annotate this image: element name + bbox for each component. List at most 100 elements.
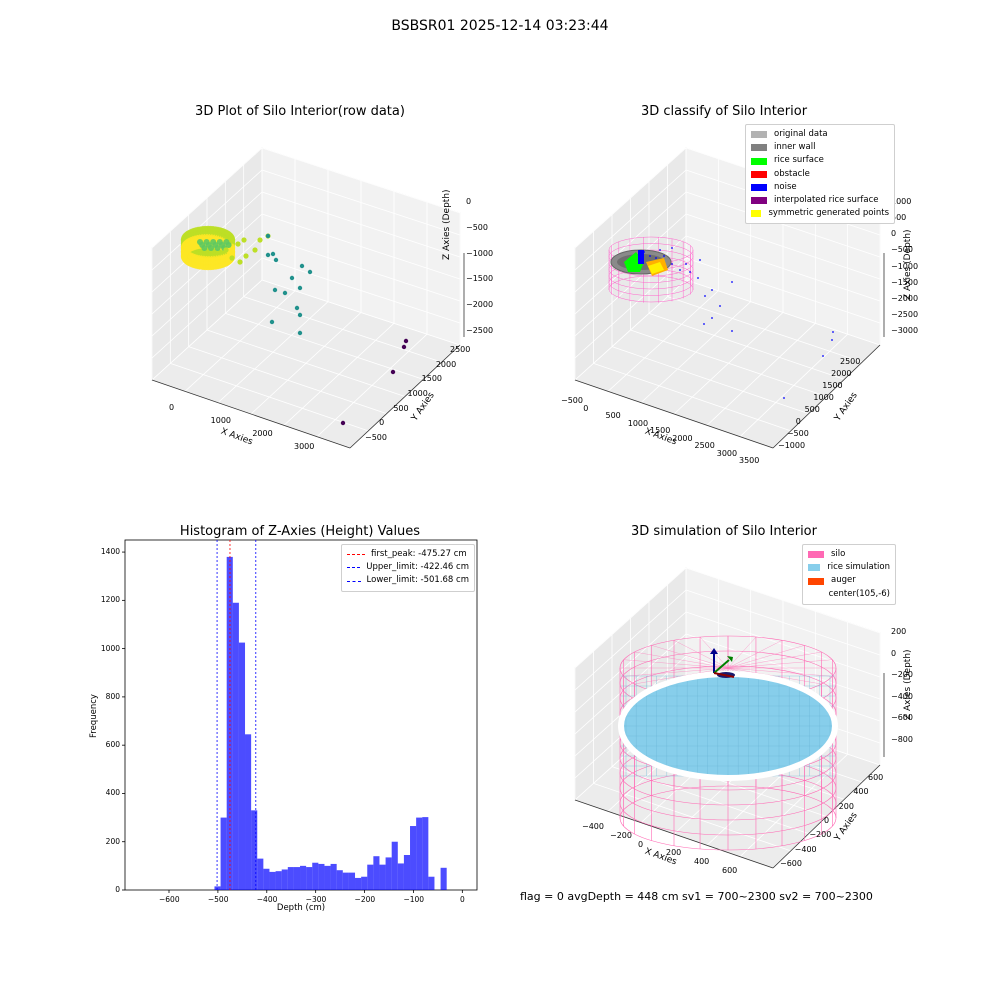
data-point bbox=[228, 238, 235, 245]
grid-line bbox=[685, 633, 881, 700]
data-point bbox=[214, 230, 221, 238]
legend-label: first_peak: -475.27 cm bbox=[371, 549, 467, 559]
x-tick-label: 600 bbox=[722, 866, 738, 875]
left-pane bbox=[574, 147, 687, 381]
legend-swatch bbox=[808, 564, 821, 572]
y-tick-label: 400 bbox=[105, 788, 120, 798]
legend-swatch bbox=[751, 183, 767, 191]
data-point bbox=[228, 247, 235, 254]
data-point bbox=[289, 275, 295, 281]
data-point bbox=[226, 248, 234, 255]
data-point bbox=[212, 242, 219, 248]
data-point bbox=[265, 233, 271, 239]
panel2-points bbox=[608, 236, 834, 399]
silo-ring bbox=[619, 740, 837, 806]
data-point bbox=[227, 248, 235, 255]
y-tick-label: 1400 bbox=[100, 547, 120, 557]
data-point bbox=[212, 230, 219, 237]
data-point bbox=[181, 240, 189, 247]
data-point bbox=[214, 258, 221, 266]
x-tick-label: 1000 bbox=[627, 418, 649, 428]
data-point bbox=[199, 234, 207, 241]
data-point bbox=[185, 243, 192, 250]
noise-point bbox=[679, 269, 681, 271]
histogram-bar bbox=[385, 857, 392, 890]
data-point bbox=[180, 243, 188, 251]
silo-spoke bbox=[727, 659, 833, 669]
data-point bbox=[228, 237, 236, 245]
grid-line bbox=[648, 312, 845, 380]
noise-point bbox=[731, 281, 733, 283]
histogram-bar bbox=[281, 869, 288, 890]
grid-line bbox=[574, 677, 687, 779]
legend-entry: auger bbox=[808, 574, 890, 587]
data-point bbox=[199, 238, 207, 245]
rice-mask-edge bbox=[618, 671, 838, 781]
noise-point bbox=[711, 289, 713, 291]
data-point bbox=[182, 245, 190, 252]
data-point bbox=[181, 250, 188, 257]
wire-ring bbox=[608, 249, 694, 277]
data-point bbox=[190, 235, 198, 243]
grid-line bbox=[261, 147, 461, 214]
data-point bbox=[199, 242, 206, 248]
data-point bbox=[224, 234, 231, 241]
legend-label: auger bbox=[831, 575, 856, 586]
data-point bbox=[181, 252, 189, 259]
data-point bbox=[204, 237, 212, 245]
wire-ring bbox=[608, 269, 694, 296]
legend-entry: interpolated rice surface bbox=[751, 194, 889, 207]
data-point bbox=[188, 240, 196, 248]
histogram-bar bbox=[300, 865, 307, 890]
grid-line bbox=[151, 169, 263, 271]
grid-line bbox=[574, 655, 687, 757]
x-tick-label: −200 bbox=[610, 830, 632, 840]
noise-cluster bbox=[638, 250, 644, 264]
histogram-bar bbox=[257, 858, 264, 890]
y-tick-label: 500 bbox=[804, 405, 820, 414]
wire-ring bbox=[608, 262, 694, 290]
data-point bbox=[220, 236, 228, 244]
histogram-bar bbox=[440, 867, 447, 890]
legend-entry: inner wall bbox=[751, 141, 889, 154]
data-point bbox=[192, 262, 200, 269]
data-point bbox=[223, 239, 230, 245]
data-point bbox=[265, 233, 271, 239]
data-point bbox=[224, 246, 231, 253]
wire-ring bbox=[608, 275, 694, 303]
data-point bbox=[225, 231, 232, 238]
panel1-title: 3D Plot of Silo Interior(row data) bbox=[195, 104, 405, 119]
legend-label: original data bbox=[774, 129, 828, 139]
silo-spoke bbox=[634, 667, 729, 685]
data-point bbox=[182, 257, 190, 264]
data-point bbox=[282, 290, 288, 296]
data-point bbox=[228, 255, 235, 262]
data-point bbox=[218, 257, 226, 265]
data-point bbox=[188, 232, 196, 240]
data-point bbox=[195, 254, 202, 262]
silo-ring bbox=[619, 650, 837, 716]
data-point bbox=[228, 236, 236, 244]
data-point bbox=[218, 227, 226, 235]
silo-spoke bbox=[623, 667, 729, 677]
data-point bbox=[228, 246, 235, 253]
y-tick-label: −200 bbox=[809, 830, 832, 840]
legend-label: rice surface bbox=[774, 155, 824, 166]
grid-line bbox=[574, 169, 687, 271]
data-point bbox=[209, 255, 217, 262]
x-tick-label: 2000 bbox=[672, 433, 693, 443]
histogram-bar bbox=[251, 810, 258, 890]
data-point bbox=[222, 237, 230, 244]
data-point bbox=[209, 251, 217, 258]
data-point bbox=[181, 234, 188, 241]
legend-label: Upper_limit: -422.46 cm bbox=[366, 562, 469, 573]
histogram-bar bbox=[312, 862, 319, 890]
legend-swatch bbox=[808, 551, 824, 559]
data-point bbox=[192, 231, 200, 238]
symmetric-points bbox=[648, 262, 664, 274]
legend-label: noise bbox=[774, 181, 797, 192]
noise-point bbox=[703, 323, 705, 325]
data-point bbox=[207, 225, 214, 233]
legend-swatch bbox=[751, 170, 767, 178]
legend-entry: rice simulation bbox=[808, 561, 890, 574]
